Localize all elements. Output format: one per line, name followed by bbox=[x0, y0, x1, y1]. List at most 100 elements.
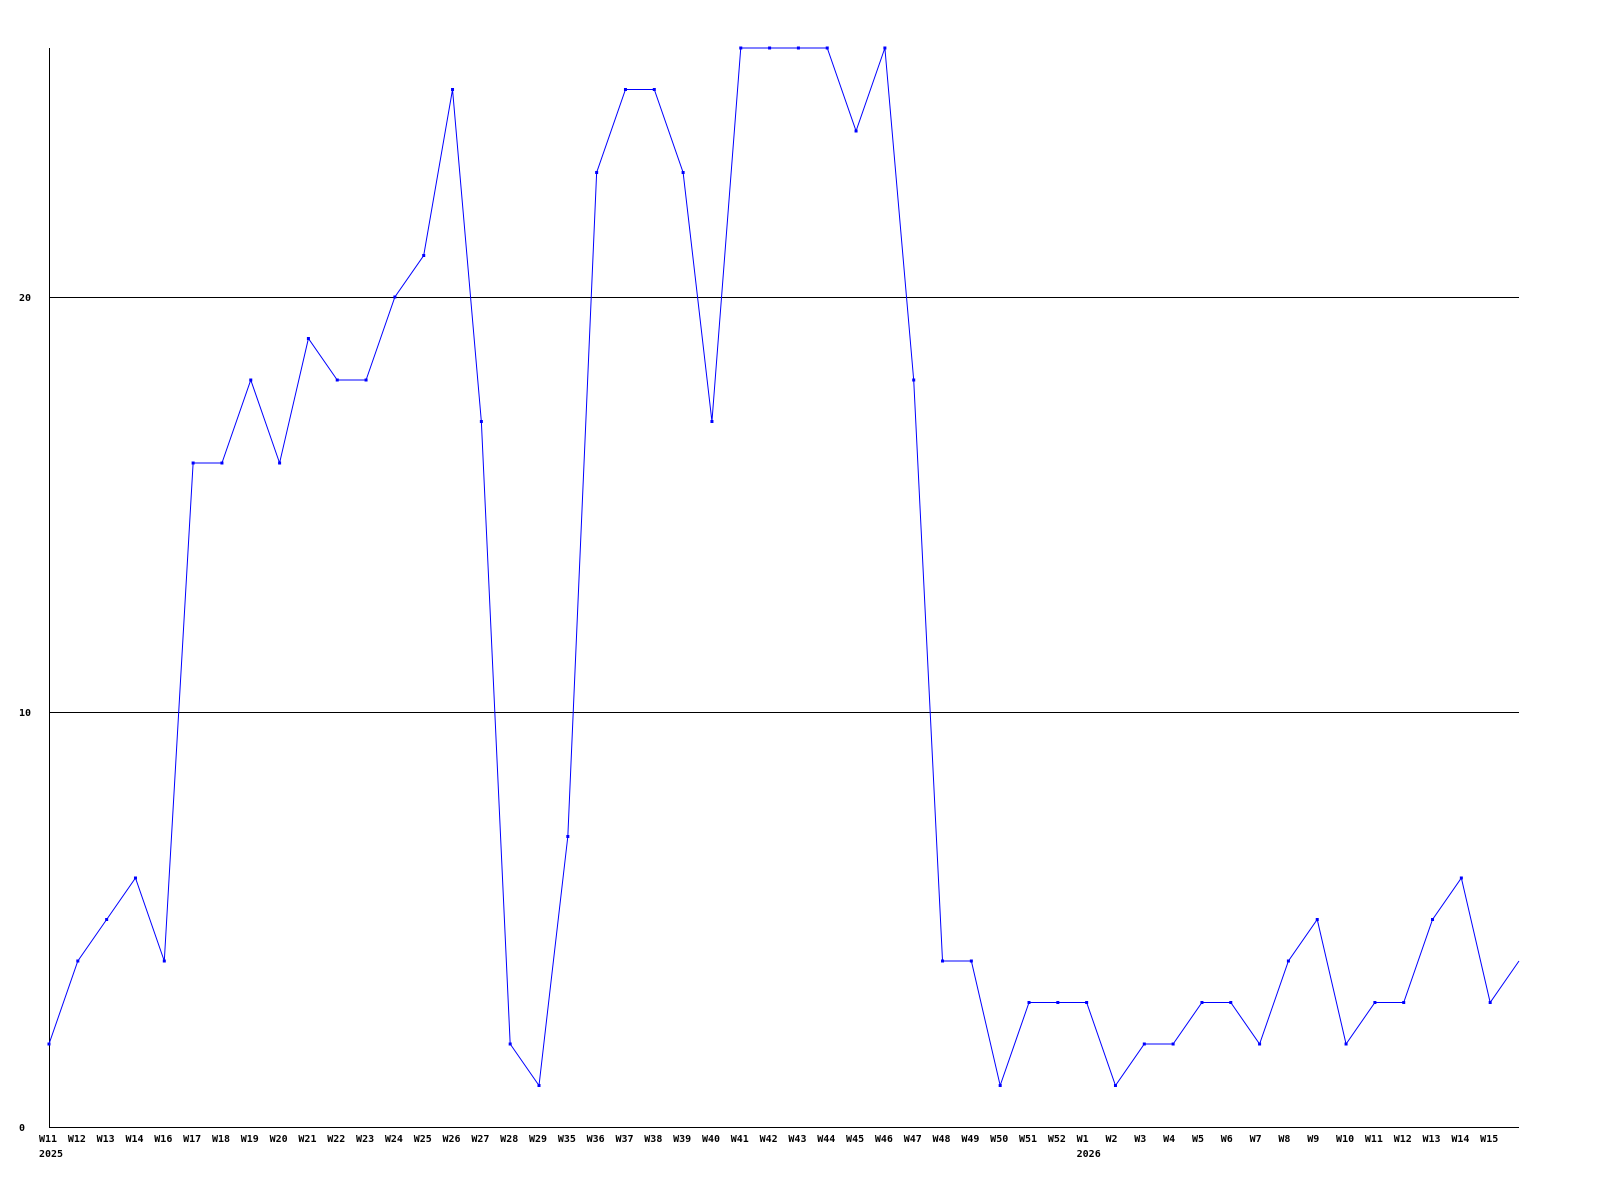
data-point bbox=[1085, 1001, 1089, 1004]
data-point bbox=[1056, 1001, 1060, 1004]
data-point bbox=[1344, 1042, 1348, 1046]
data-point bbox=[1142, 1042, 1146, 1046]
x-tick-label: W18 bbox=[212, 1134, 230, 1145]
y-tick-label: 10 bbox=[19, 708, 31, 719]
x-tick-label: W16 bbox=[154, 1134, 172, 1145]
x-tick-label: W1 bbox=[1077, 1134, 1089, 1145]
x-tick-label: W19 bbox=[241, 1134, 259, 1145]
data-point bbox=[854, 129, 858, 133]
x-tick-label: W3 bbox=[1134, 1134, 1146, 1145]
data-point bbox=[1258, 1042, 1262, 1046]
data-point bbox=[1459, 876, 1463, 880]
data-point bbox=[249, 378, 253, 382]
data-point bbox=[1488, 1001, 1492, 1004]
data-point bbox=[739, 46, 743, 50]
data-point bbox=[941, 959, 945, 963]
x-tick-label: W20 bbox=[270, 1134, 288, 1145]
y-tick-label: 20 bbox=[19, 293, 31, 304]
x-tick-label: W6 bbox=[1221, 1134, 1233, 1145]
data-point bbox=[220, 461, 224, 465]
data-point bbox=[825, 46, 829, 50]
data-point bbox=[566, 835, 570, 838]
x-tick-label: W13 bbox=[97, 1134, 115, 1145]
x-tick-label: W49 bbox=[961, 1134, 979, 1145]
x-tick-label: W8 bbox=[1278, 1134, 1290, 1145]
data-point bbox=[306, 337, 310, 340]
data-point bbox=[998, 1084, 1002, 1087]
x-tick-label: W11 bbox=[1365, 1134, 1383, 1145]
data-point bbox=[393, 295, 397, 299]
x-tick-label: W28 bbox=[500, 1134, 518, 1145]
x-tick-label: W15 bbox=[1480, 1134, 1498, 1145]
data-point bbox=[162, 959, 166, 963]
x-tick-label: W48 bbox=[933, 1134, 951, 1145]
x-tick-label: W25 bbox=[414, 1134, 432, 1145]
data-point bbox=[335, 378, 339, 382]
data-point bbox=[1200, 1001, 1204, 1004]
x-tick-label: W22 bbox=[327, 1134, 345, 1145]
x-tick-label: W38 bbox=[644, 1134, 662, 1145]
x-tick-label: W17 bbox=[183, 1134, 201, 1145]
x-tick-label: W29 bbox=[529, 1134, 547, 1145]
x-tick-label: W27 bbox=[471, 1134, 489, 1145]
x-tick-label: W2 bbox=[1105, 1134, 1117, 1145]
x-tick-label: W21 bbox=[298, 1134, 316, 1145]
data-point bbox=[191, 461, 195, 465]
x-tick-label: W14 bbox=[1451, 1134, 1469, 1145]
x-tick-label: W41 bbox=[731, 1134, 749, 1145]
data-point bbox=[278, 461, 282, 465]
year-label: 2026 bbox=[1077, 1149, 1101, 1160]
x-tick-label: W39 bbox=[673, 1134, 691, 1145]
data-point bbox=[364, 378, 368, 382]
data-point bbox=[1027, 1001, 1031, 1004]
data-point bbox=[105, 918, 109, 921]
x-tick-label: W37 bbox=[615, 1134, 633, 1145]
data-point bbox=[912, 378, 916, 382]
data-point bbox=[479, 420, 483, 423]
year-label: 2025 bbox=[39, 1149, 63, 1160]
data-point bbox=[508, 1042, 512, 1046]
y-tick-label: 0 bbox=[19, 1123, 25, 1134]
x-tick-label: W45 bbox=[846, 1134, 864, 1145]
x-tick-label: W44 bbox=[817, 1134, 835, 1145]
x-tick-label: W36 bbox=[587, 1134, 605, 1145]
x-tick-label: W51 bbox=[1019, 1134, 1037, 1145]
data-point bbox=[1431, 918, 1435, 921]
data-point bbox=[422, 254, 426, 257]
data-point bbox=[710, 420, 714, 423]
data-point bbox=[1171, 1042, 1175, 1046]
x-tick-label: W23 bbox=[356, 1134, 374, 1145]
x-tick-label: W35 bbox=[558, 1134, 576, 1145]
x-tick-label: W14 bbox=[125, 1134, 143, 1145]
data-point bbox=[451, 88, 455, 91]
x-tick-label: W40 bbox=[702, 1134, 720, 1145]
data-point bbox=[796, 46, 800, 50]
data-point bbox=[133, 876, 137, 880]
data-point bbox=[681, 171, 685, 174]
x-tick-label: W24 bbox=[385, 1134, 403, 1145]
x-tick-label: W5 bbox=[1192, 1134, 1204, 1145]
data-point bbox=[595, 171, 599, 174]
x-tick-label: W52 bbox=[1048, 1134, 1066, 1145]
x-tick-label: W42 bbox=[760, 1134, 778, 1145]
x-tick-label: W10 bbox=[1336, 1134, 1354, 1145]
data-point bbox=[652, 88, 656, 91]
data-point bbox=[768, 46, 772, 50]
x-tick-label: W43 bbox=[788, 1134, 806, 1145]
x-tick-label: W46 bbox=[875, 1134, 893, 1145]
x-tick-label: W7 bbox=[1250, 1134, 1262, 1145]
data-point bbox=[1402, 1001, 1406, 1004]
x-tick-label: W26 bbox=[443, 1134, 461, 1145]
x-tick-label: W11 bbox=[39, 1134, 57, 1145]
series-line bbox=[48, 47, 1520, 1088]
data-point bbox=[76, 959, 80, 963]
data-point bbox=[1315, 918, 1319, 921]
data-point bbox=[883, 46, 887, 50]
data-point bbox=[1286, 959, 1290, 963]
data-point bbox=[1373, 1001, 1377, 1004]
x-tick-label: W12 bbox=[68, 1134, 86, 1145]
x-tick-label: W13 bbox=[1423, 1134, 1441, 1145]
x-tick-label: W4 bbox=[1163, 1134, 1175, 1145]
x-tick-label: W9 bbox=[1307, 1134, 1319, 1145]
data-point bbox=[1229, 1001, 1233, 1004]
